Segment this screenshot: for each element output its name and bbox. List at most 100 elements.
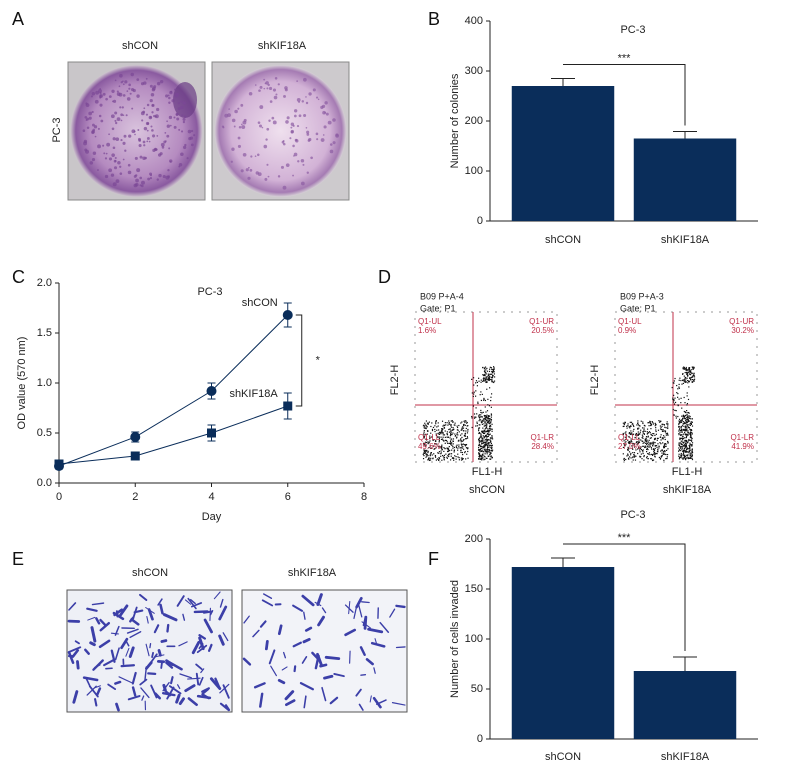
event [483,420,485,422]
colony [180,152,184,157]
event [487,398,489,400]
cell [379,621,390,633]
y-tick-label: 0 [477,733,483,745]
event [629,433,632,436]
colony [290,126,293,129]
event [450,442,452,444]
point [206,386,217,396]
event [481,442,483,444]
event [448,455,450,458]
event [458,424,460,427]
event [624,432,626,434]
significance-bracket [563,543,686,651]
event [431,429,434,432]
event [680,443,682,446]
quadrant-name: Q1-LR [730,433,754,442]
event [441,431,443,434]
event [450,420,452,422]
event [681,383,683,385]
event [654,425,656,427]
event [478,415,480,417]
cell [259,692,264,708]
event [481,447,483,449]
event [688,456,690,459]
event [689,449,691,451]
event [480,457,483,460]
event [682,415,685,417]
event [646,442,649,444]
event [683,441,685,443]
event [424,444,426,446]
event [490,449,493,452]
event [683,449,685,451]
event [422,453,424,455]
event [437,436,439,438]
event [651,453,653,455]
event [461,433,463,435]
colony [122,94,126,97]
event [645,437,647,439]
event [452,456,454,459]
event [448,421,450,424]
colony [265,81,269,85]
event [424,425,426,427]
colony [119,165,122,168]
event [686,434,688,436]
event [679,445,681,448]
event [685,369,687,371]
colony [139,176,143,180]
event [425,441,428,444]
colony [257,121,261,124]
event [464,424,466,426]
event [489,376,491,378]
event [459,447,461,449]
event [681,448,683,450]
event [637,448,639,450]
colony [142,140,146,144]
event [651,442,653,444]
x-axis-label: Day [202,511,222,523]
colony [241,125,246,129]
event [441,444,443,446]
colony [292,144,295,148]
quadrant-value: 30.2% [731,326,754,335]
colony [100,119,104,123]
event [450,455,452,457]
event [480,416,482,418]
flow-gate: Gate: P1 [620,303,656,313]
event [631,432,633,434]
event [457,449,459,451]
colony [136,94,140,98]
series-line [58,314,289,467]
event [461,428,463,430]
event [650,458,652,460]
colony [122,83,125,86]
colony [88,116,92,120]
event [638,440,640,442]
event [486,388,488,390]
event [426,426,428,428]
event [487,416,489,419]
event [640,439,642,441]
event [687,420,689,422]
event [686,421,688,423]
colony [119,106,122,109]
cell [162,613,178,622]
event [640,448,643,451]
event [465,438,467,440]
event [684,376,687,379]
event [681,437,683,440]
event [681,419,683,421]
colony [266,87,269,90]
colony [237,136,241,140]
cell [268,649,276,665]
cell [184,599,192,605]
event [491,379,493,381]
column-label: shKIF18A [288,567,337,579]
event [665,427,667,429]
event [487,377,490,379]
colony [84,148,88,152]
event [478,449,480,451]
colony [265,138,268,141]
event [491,446,493,448]
